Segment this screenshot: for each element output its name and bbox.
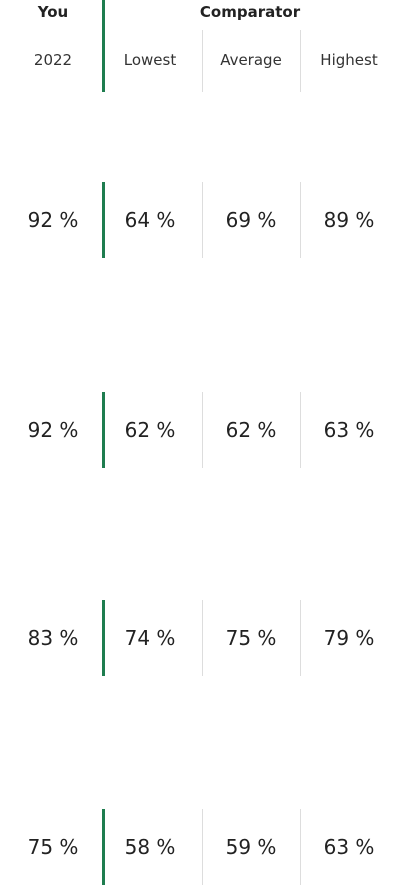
- table-cell: 59 %: [225, 835, 277, 859]
- table-cell: 75 %: [27, 835, 79, 859]
- subheader-cell: Highest: [320, 51, 378, 69]
- divider: [202, 809, 203, 885]
- divider: [202, 600, 203, 676]
- table-cell: 79 %: [323, 626, 375, 650]
- divider: [300, 30, 301, 92]
- subheader-cell: 2022: [33, 51, 73, 69]
- column-header: You: [37, 3, 69, 21]
- divider: [102, 392, 105, 468]
- divider: [300, 182, 301, 258]
- subheader-cell: Lowest: [123, 51, 177, 69]
- table-cell: 62 %: [124, 418, 176, 442]
- column-header: Comparator: [199, 3, 301, 21]
- table-cell: 63 %: [323, 835, 375, 859]
- table-cell: 69 %: [225, 208, 277, 232]
- divider: [102, 182, 105, 258]
- divider: [102, 809, 105, 885]
- divider: [300, 600, 301, 676]
- table-cell: 89 %: [323, 208, 375, 232]
- divider: [202, 30, 203, 92]
- table-cell: 92 %: [27, 418, 79, 442]
- table-cell: 92 %: [27, 208, 79, 232]
- divider: [102, 0, 105, 92]
- table-cell: 63 %: [323, 418, 375, 442]
- divider: [102, 600, 105, 676]
- divider: [300, 392, 301, 468]
- subheader-cell: Average: [220, 51, 282, 69]
- table-cell: 64 %: [124, 208, 176, 232]
- divider: [202, 392, 203, 468]
- table-cell: 75 %: [225, 626, 277, 650]
- table-cell: 74 %: [124, 626, 176, 650]
- divider: [300, 809, 301, 885]
- divider: [202, 182, 203, 258]
- table-cell: 58 %: [124, 835, 176, 859]
- table-cell: 62 %: [225, 418, 277, 442]
- table-cell: 83 %: [27, 626, 79, 650]
